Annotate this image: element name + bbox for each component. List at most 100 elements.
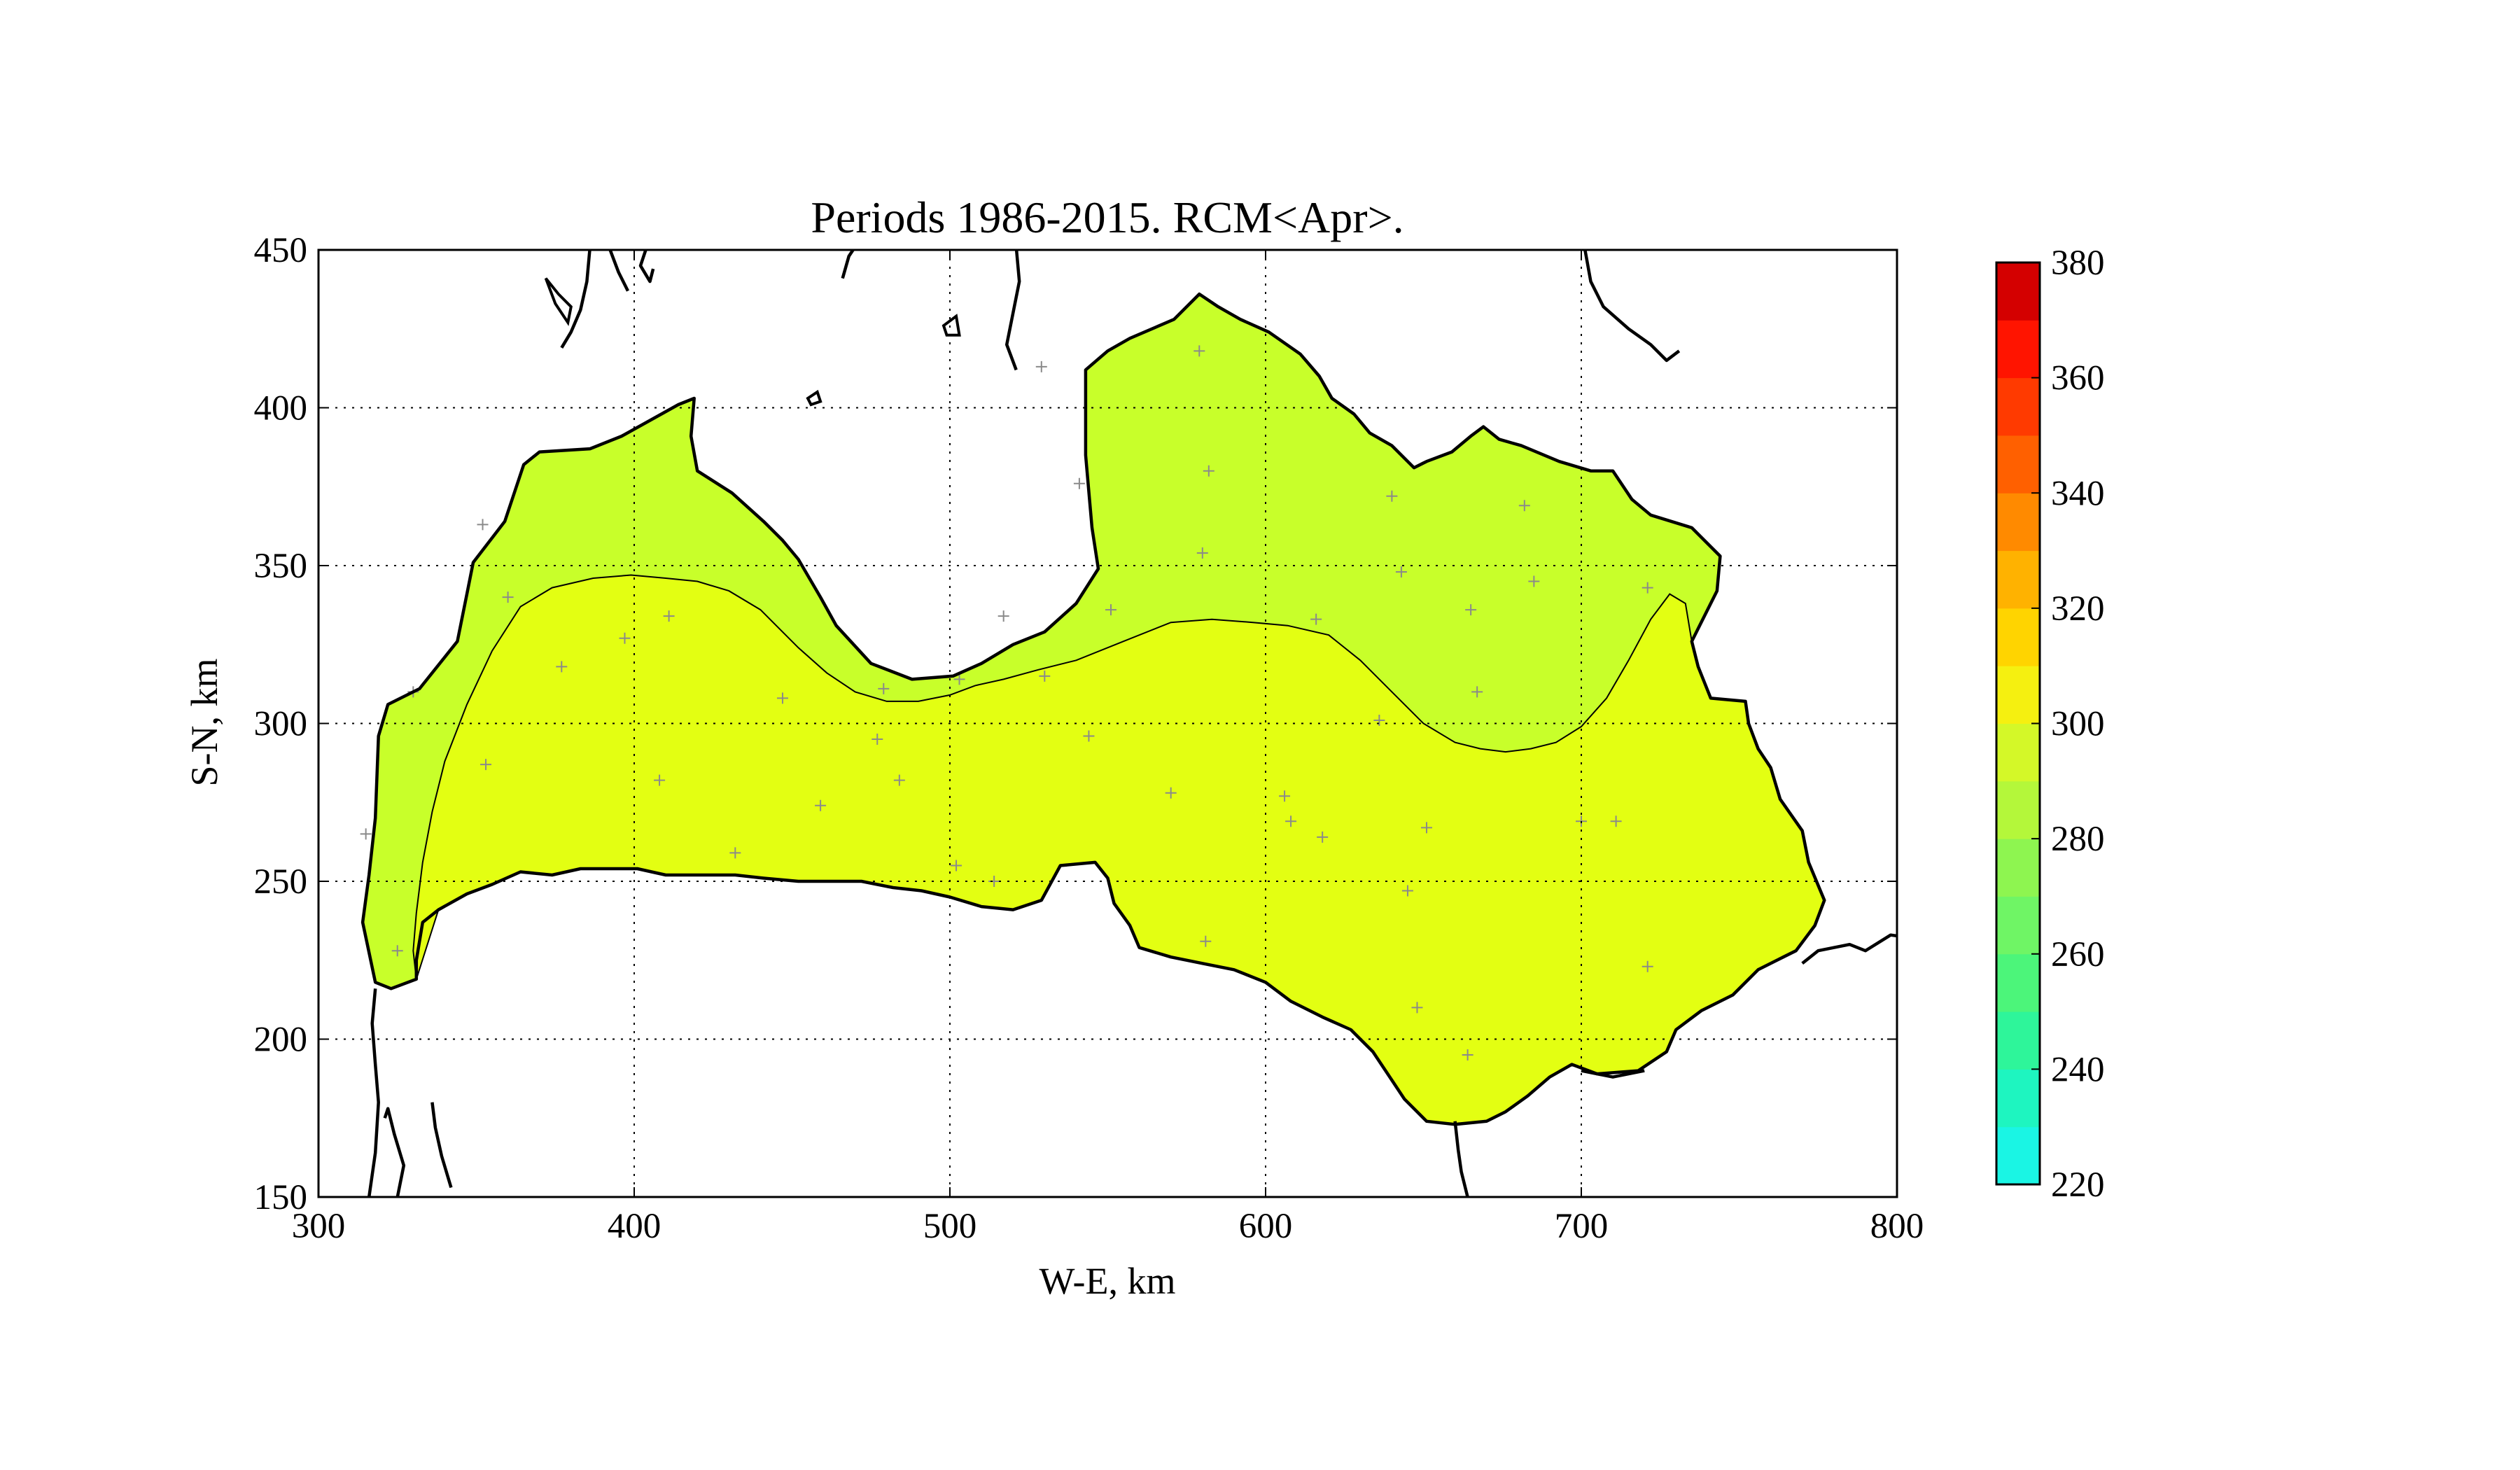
- station-marker: [391, 945, 403, 957]
- coastline: [841, 250, 855, 279]
- station-marker: [480, 759, 492, 771]
- station-marker-layer: [360, 345, 1653, 1061]
- station-marker: [1105, 604, 1117, 616]
- y-tick-label: 300: [254, 705, 308, 744]
- colorbar-swatch: [1996, 839, 2040, 897]
- station-marker: [619, 632, 631, 644]
- station-marker: [893, 774, 905, 786]
- coastline: [1801, 933, 1897, 965]
- station-marker: [1039, 670, 1051, 682]
- coastline: [560, 250, 592, 349]
- station-marker: [1200, 935, 1212, 947]
- x-tick-label: 500: [923, 1207, 977, 1246]
- station-marker: [1465, 604, 1477, 616]
- y-tick-layer: 150 200 250 300 350 400 450: [254, 231, 1897, 1217]
- colorbar-swatch: [1996, 435, 2040, 493]
- station-marker: [1083, 730, 1095, 742]
- colorbar-tick-label: 220: [2051, 1166, 2105, 1205]
- island: [544, 277, 573, 326]
- colorbar-swatch: [1996, 953, 2040, 1012]
- colorbar-swatch: [1996, 608, 2040, 666]
- coastline: [367, 988, 380, 1197]
- station-marker: [1073, 477, 1085, 489]
- colorbar-tick-label: 240: [2051, 1050, 2105, 1089]
- station-marker: [502, 592, 514, 603]
- coastline: [430, 1102, 453, 1189]
- station-marker: [1285, 816, 1297, 827]
- station-marker: [1194, 345, 1205, 357]
- station-marker: [360, 828, 372, 840]
- station-marker: [1411, 1002, 1423, 1014]
- coastline-border-layer: [360, 250, 1897, 1197]
- station-marker: [1421, 822, 1433, 834]
- colorbar-tick-label: 360: [2051, 359, 2105, 398]
- station-marker: [988, 876, 1000, 887]
- y-tick-label: 400: [254, 389, 308, 428]
- x-tick-label: 600: [1239, 1207, 1293, 1246]
- coastline: [1453, 1121, 1469, 1197]
- station-marker: [1196, 547, 1208, 559]
- y-tick-label: 150: [254, 1178, 308, 1217]
- station-marker: [1317, 831, 1329, 843]
- station-marker: [1462, 1049, 1474, 1061]
- x-tick-label: 400: [608, 1207, 662, 1246]
- station-marker: [1642, 960, 1653, 972]
- y-tick-label: 200: [254, 1021, 308, 1060]
- coastline: [1583, 250, 1681, 363]
- colorbar-tick-label: 300: [2051, 705, 2105, 744]
- x-axis-label: W-E, km: [1040, 1260, 1176, 1302]
- colorbar-swatch: [1996, 377, 2040, 436]
- colorbar-swatch: [1996, 896, 2040, 955]
- station-marker: [1165, 787, 1177, 799]
- station-marker: [953, 673, 965, 685]
- station-marker: [556, 661, 568, 673]
- colorbar-tick-label: 380: [2051, 244, 2105, 283]
- country-border: [360, 292, 1826, 1126]
- colorbar-swatch: [1996, 550, 2040, 609]
- station-marker: [663, 610, 675, 622]
- station-marker: [729, 847, 741, 859]
- station-marker: [1386, 490, 1398, 502]
- colorbar-tick-label: 280: [2051, 820, 2105, 859]
- colorbar-swatch: [1996, 262, 2040, 321]
- station-marker: [1310, 613, 1322, 625]
- colorbar-swatch: [1996, 1126, 2040, 1185]
- plot-area: [318, 250, 1897, 1197]
- station-marker: [1471, 686, 1483, 698]
- station-marker: [1401, 885, 1413, 897]
- colorbar-tick-label: 320: [2051, 589, 2105, 629]
- colorbar-swatch: [1996, 1069, 2040, 1128]
- colorbar: 220 240 260 280 300 320 340 360 380: [1995, 244, 2105, 1205]
- coastline: [1581, 1069, 1645, 1079]
- station-marker: [1035, 360, 1047, 372]
- island: [806, 389, 822, 407]
- colorbar-tick-label: 340: [2051, 474, 2105, 513]
- colorbar-tick-label: 260: [2051, 935, 2105, 974]
- island: [941, 314, 961, 337]
- station-marker: [1279, 790, 1291, 802]
- y-axis-label: S-N, km: [183, 658, 225, 786]
- coastline: [383, 1107, 406, 1197]
- y-tick-label: 250: [254, 862, 308, 902]
- y-tick-label: 350: [254, 547, 308, 586]
- colorbar-swatch: [1996, 723, 2040, 782]
- y-tick-label: 450: [254, 231, 308, 270]
- coastline: [608, 250, 630, 292]
- station-marker: [951, 860, 962, 872]
- station-marker: [872, 734, 883, 746]
- coastline: [638, 250, 655, 284]
- station-marker: [878, 682, 890, 694]
- station-marker: [1642, 582, 1653, 594]
- station-marker: [1395, 566, 1407, 578]
- station-marker: [1528, 575, 1540, 587]
- station-marker: [997, 610, 1009, 622]
- colorbar-swatch: [1996, 666, 2040, 724]
- station-marker: [1518, 500, 1530, 512]
- colorbar-swatch: [1996, 780, 2040, 839]
- station-marker: [654, 774, 666, 786]
- colorbar-swatch: [1996, 320, 2040, 379]
- station-marker: [1203, 465, 1214, 477]
- station-marker: [1610, 816, 1622, 827]
- colorbar-swatch: [1996, 493, 2040, 552]
